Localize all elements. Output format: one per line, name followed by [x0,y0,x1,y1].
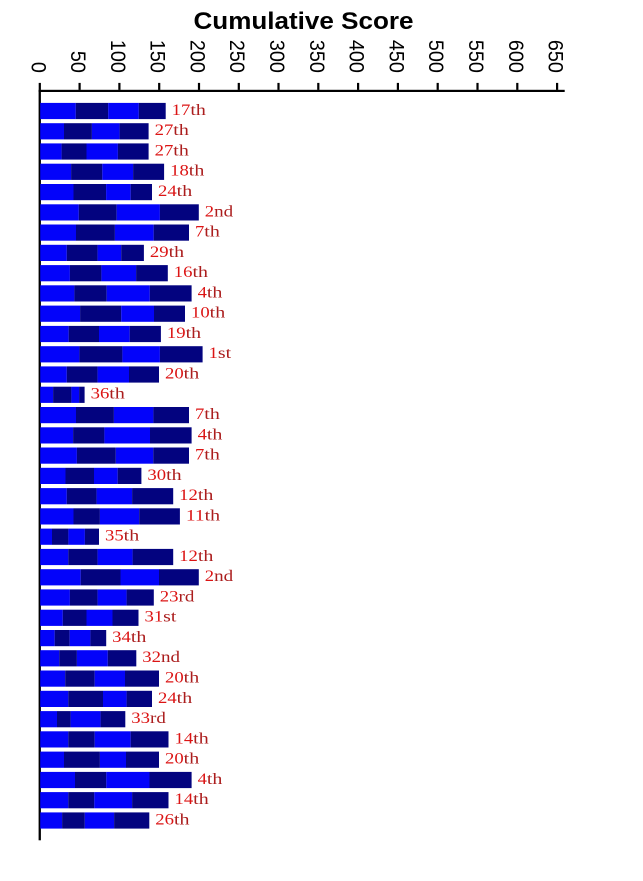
svg-text:4: 4 [198,426,207,443]
svg-text:20: 20 [165,670,184,687]
svg-text:th: th [193,264,209,281]
svg-text:36: 36 [91,386,110,403]
svg-text:23: 23 [160,588,179,605]
svg-text:4: 4 [198,284,207,301]
svg-text:32: 32 [142,649,161,666]
svg-text:2: 2 [205,203,214,220]
svg-text:Cumulative Score: Cumulative Score [194,8,414,35]
svg-text:350: 350 [305,40,329,73]
svg-text:31: 31 [145,609,164,626]
svg-text:th: th [169,244,185,261]
svg-text:th: th [166,467,182,484]
svg-text:4: 4 [198,771,207,788]
svg-text:7: 7 [195,447,204,464]
svg-text:th: th [173,142,189,159]
svg-text:450: 450 [384,40,408,73]
svg-text:th: th [198,548,214,565]
svg-text:th: th [177,183,193,200]
svg-text:th: th [204,224,220,241]
svg-text:th: th [186,325,202,342]
svg-text:30: 30 [147,467,166,484]
svg-text:7: 7 [195,224,204,241]
svg-text:th: th [189,163,205,180]
svg-text:th: th [198,487,214,504]
svg-text:st: st [218,345,232,362]
svg-text:16: 16 [174,264,193,281]
svg-text:th: th [174,811,190,828]
svg-text:24: 24 [158,690,177,707]
svg-text:th: th [193,791,209,808]
svg-text:18: 18 [170,163,189,180]
svg-text:650: 650 [544,40,568,73]
svg-text:20: 20 [165,751,184,768]
svg-text:nd: nd [161,649,180,666]
svg-text:250: 250 [225,40,249,73]
svg-text:24: 24 [158,183,177,200]
svg-text:0: 0 [26,62,50,73]
svg-text:17: 17 [172,102,191,119]
svg-text:550: 550 [464,40,488,73]
svg-text:th: th [109,386,125,403]
svg-text:35: 35 [105,528,124,545]
svg-text:th: th [210,305,226,322]
svg-text:27: 27 [155,122,174,139]
svg-text:nd: nd [214,203,233,220]
svg-text:th: th [204,406,220,423]
svg-text:20: 20 [165,365,184,382]
svg-text:100: 100 [106,40,130,73]
svg-text:th: th [204,447,220,464]
svg-text:rd: rd [179,588,195,605]
svg-text:th: th [184,751,200,768]
svg-text:st: st [163,609,177,626]
svg-text:10: 10 [191,305,210,322]
svg-text:12: 12 [179,548,198,565]
svg-text:150: 150 [146,40,170,73]
svg-text:th: th [205,507,221,524]
svg-text:th: th [184,670,200,687]
svg-text:500: 500 [424,40,448,73]
svg-text:th: th [207,426,223,443]
svg-text:26: 26 [155,811,174,828]
svg-text:50: 50 [66,51,90,73]
svg-text:27: 27 [155,142,174,159]
svg-text:1: 1 [209,345,218,362]
svg-text:rd: rd [150,710,166,727]
svg-text:th: th [177,690,193,707]
svg-text:th: th [131,629,147,646]
svg-text:14: 14 [175,791,194,808]
svg-text:33: 33 [131,710,150,727]
svg-text:th: th [207,284,223,301]
svg-text:th: th [184,365,200,382]
svg-text:th: th [124,528,140,545]
svg-text:34: 34 [112,629,131,646]
svg-text:300: 300 [265,40,289,73]
svg-text:600: 600 [504,40,528,73]
svg-text:th: th [207,771,223,788]
svg-text:29: 29 [150,244,169,261]
svg-text:14: 14 [175,730,194,747]
svg-text:7: 7 [195,406,204,423]
svg-text:11: 11 [186,507,205,524]
svg-text:th: th [193,730,209,747]
svg-text:th: th [173,122,189,139]
svg-text:400: 400 [345,40,369,73]
svg-text:th: th [190,102,206,119]
svg-text:2: 2 [205,568,214,585]
svg-text:nd: nd [214,568,233,585]
svg-text:12: 12 [179,487,198,504]
svg-text:19: 19 [167,325,186,342]
svg-text:200: 200 [186,40,210,73]
